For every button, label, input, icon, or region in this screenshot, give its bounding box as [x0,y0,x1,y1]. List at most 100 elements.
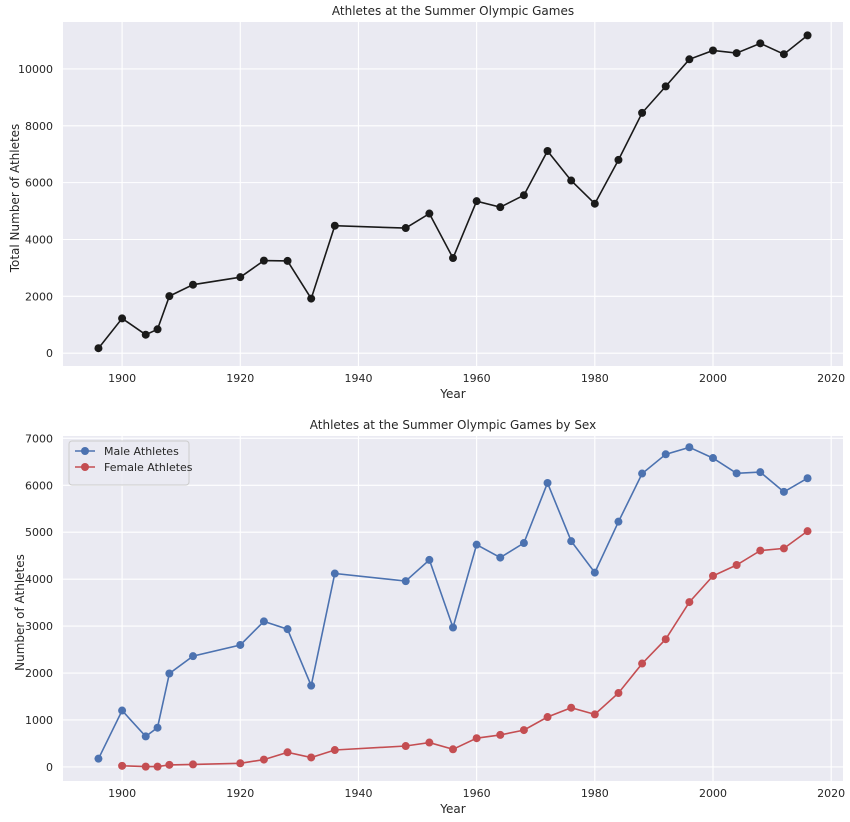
x-tick-label: 1920 [226,372,254,385]
data-point [661,635,670,644]
data-point [779,487,788,496]
data-point [638,108,647,117]
data-point [496,730,505,739]
data-point [189,760,197,769]
data-point [449,254,457,263]
data-point [756,546,765,555]
data-point [638,469,647,478]
data-point [567,537,576,546]
data-point [543,478,552,487]
data-point [259,755,268,764]
legend-entry: Female Athletes [104,461,193,474]
data-point [401,224,410,233]
data-point [449,745,457,754]
series-2 [118,527,812,771]
series-line [122,530,808,768]
data-point [543,713,552,722]
x-tick-label: 2020 [817,787,845,800]
data-point [307,753,316,762]
data-point [519,726,528,735]
x-tick-label: 1980 [581,787,609,800]
x-tick-label: 1960 [463,787,491,800]
chart-2: 1900 1920 1940 1960 1980 2000 2020 0 1000 2000 300… [13,418,845,816]
x-tick-label: 1940 [344,372,372,385]
data-point [141,330,150,339]
data-point [756,468,765,477]
data-point [425,209,434,218]
data-point [94,754,103,763]
data-point [709,454,717,463]
x-tick-label: 2020 [817,372,845,385]
y-tick-label: 0 [46,347,53,360]
data-point [472,540,481,549]
data-point [472,734,481,743]
plot-background [63,22,843,366]
data-point [189,280,197,289]
data-point [283,625,292,634]
data-point [496,203,505,212]
data-point [803,474,812,483]
data-point [685,443,694,452]
legend-marker [81,463,89,471]
x-axis-label: Year [439,387,465,401]
data-point [118,314,127,323]
chart-1: 1900 1920 1940 1960 1980 2000 2020 0 2000 4000 600… [8,4,845,401]
data-point [661,82,670,91]
data-point [153,723,162,732]
y-tick-label: 4000 [25,233,53,246]
data-point [779,544,788,553]
data-point [165,292,174,301]
data-point [307,681,316,690]
data-point [141,732,150,741]
data-point [236,273,245,282]
data-point [307,294,316,303]
data-point [496,553,505,562]
y-axis-label: Total Number of Athletes [8,124,22,274]
y-tick-label: 0 [46,761,53,774]
data-point [661,450,670,459]
y-tick-label: 1000 [25,714,53,727]
y-tick-label: 2000 [25,290,53,303]
data-point [189,652,197,661]
data-point [543,146,552,155]
data-point [236,759,245,768]
data-point [803,527,812,536]
data-point [803,31,812,40]
data-point [709,571,717,580]
x-tick-label: 2000 [699,787,727,800]
data-point [779,50,788,59]
data-point [732,49,741,58]
data-point [519,539,528,548]
data-point [685,598,694,607]
y-axis-label: Number of Athletes [13,554,27,671]
y-tick-label: 2000 [25,667,53,680]
y-tick-label: 3000 [25,620,53,633]
y-tick-label: 6000 [25,479,53,492]
data-point [732,560,741,569]
data-point [614,155,623,164]
plot-background [63,436,843,781]
data-point [236,640,245,649]
data-point [401,577,410,586]
data-point [732,469,741,478]
data-point [118,761,127,770]
data-point [330,221,339,230]
data-point [519,191,528,200]
data-point [94,344,103,353]
data-point [165,760,174,769]
data-point [472,197,481,206]
series-1 [94,443,812,763]
legend-entry: Male Athletes [104,445,179,458]
data-point [401,742,410,751]
data-point [330,569,339,578]
data-point [330,746,339,755]
chart-title: Athletes at the Summer Olympic Games [332,4,574,18]
x-tick-label: 1900 [108,372,136,385]
y-tick-label: 6000 [25,177,53,190]
data-point [590,710,599,719]
data-point [259,617,268,626]
data-point [283,748,292,757]
legend-marker [81,447,89,455]
series-1 [94,31,812,353]
